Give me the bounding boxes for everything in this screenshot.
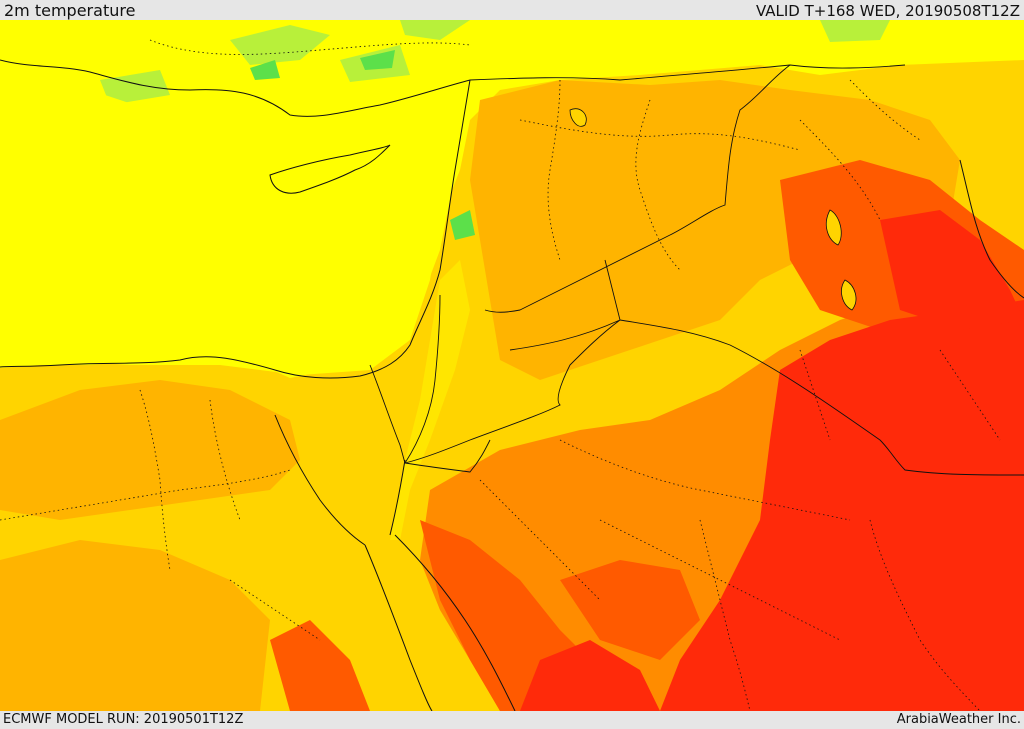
coast-cyprus <box>269 144 391 194</box>
field-green-1 <box>230 25 330 65</box>
coast-red-sea-east <box>394 534 516 711</box>
field-green-4 <box>360 50 395 70</box>
header-bar: 2m temperature VALID T+168 WED, 20190508… <box>0 0 1024 20</box>
field-red-south <box>520 640 660 711</box>
field-green-8 <box>450 210 475 240</box>
lake-assad <box>569 108 587 127</box>
coast-sinai-gulf-suez <box>274 414 366 546</box>
border-jordan-saudi <box>404 319 621 464</box>
coast-red-sea-west <box>364 544 433 711</box>
coast-persian-gulf <box>959 159 1024 299</box>
field-green-7 <box>100 70 170 105</box>
model-run: ECMWF MODEL RUN: 20190501T12Z <box>3 712 244 727</box>
temperature-map <box>0 20 1024 711</box>
field-green-2 <box>250 60 280 80</box>
coast-gulf-aqaba <box>389 459 406 536</box>
field-sea <box>0 80 470 378</box>
field-red-east <box>660 300 1024 711</box>
field-orange-red-3 <box>560 560 700 660</box>
field-orange-red-4 <box>270 620 370 711</box>
field-green-6 <box>820 20 890 42</box>
field-green-5 <box>400 20 470 40</box>
field-levant-strip <box>390 260 470 540</box>
valid-time: VALID T+168 WED, 20190508T12Z <box>755 2 1020 20</box>
borders <box>369 64 1024 476</box>
field-syria-orange-light <box>470 80 960 380</box>
coast-levant <box>274 79 471 379</box>
lake-tharthar <box>825 209 842 246</box>
border-israel-jordan <box>404 294 441 464</box>
field-egypt-orange-light <box>0 380 300 520</box>
coast-egypt-north <box>0 356 276 371</box>
border-egypt-israel <box>369 364 406 464</box>
border-syria-iraq <box>484 64 791 313</box>
lake-razzaza <box>841 279 857 311</box>
field-red-iraq <box>880 210 1024 330</box>
map-title: 2m temperature <box>4 1 136 20</box>
border-turkey-syria <box>469 64 906 81</box>
coastlines <box>0 59 1024 711</box>
field-egypt-south <box>0 540 270 711</box>
lakes <box>569 108 857 311</box>
credit-text: ArabiaWeather Inc. <box>896 712 1021 727</box>
border-saudi-south <box>404 439 491 473</box>
admin-boundaries <box>0 39 1001 711</box>
footer-bar: ECMWF MODEL RUN: 20190501T12Z ArabiaWeat… <box>0 711 1024 729</box>
field-red-sea <box>340 540 480 711</box>
coast-north-turkey <box>0 59 471 117</box>
